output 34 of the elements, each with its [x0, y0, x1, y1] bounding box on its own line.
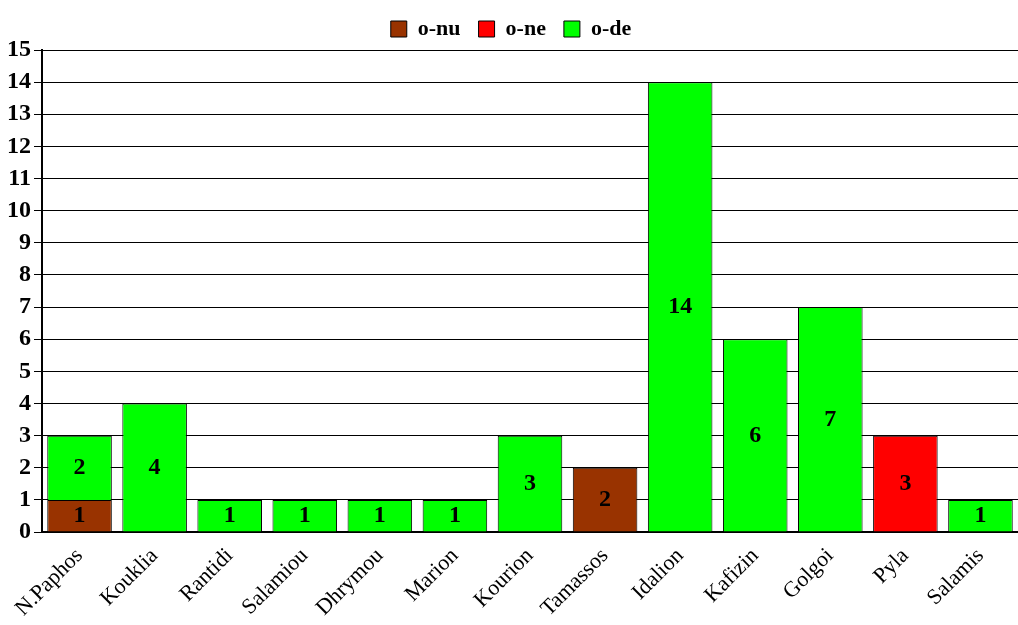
data-label: 1 — [974, 500, 987, 527]
data-label: 1 — [373, 500, 386, 527]
y-tick-label: 7 — [19, 292, 31, 319]
data-label: 14 — [668, 292, 693, 319]
y-tick-label: 13 — [7, 99, 31, 126]
data-label: 7 — [824, 404, 837, 431]
y-tick-label: 12 — [7, 131, 31, 158]
y-tick-label: 11 — [8, 163, 31, 190]
y-tick-label: 2 — [19, 452, 31, 479]
data-label: 1 — [298, 500, 311, 527]
y-tick-label: 14 — [7, 67, 31, 94]
y-tick-label: 8 — [19, 260, 31, 287]
y-tick-label: 3 — [19, 420, 31, 447]
y-tick-label: 1 — [19, 485, 31, 512]
data-label: 4 — [148, 452, 161, 479]
y-tick-label: 10 — [7, 195, 31, 222]
data-label: 3 — [524, 468, 536, 495]
data-label: 2 — [73, 452, 86, 479]
legend-label: o-ne — [505, 14, 547, 40]
y-tick-label: 0 — [19, 517, 31, 544]
x-tick-label: Pyla — [867, 542, 914, 588]
y-tick-label: 5 — [19, 356, 31, 383]
data-label: 1 — [73, 500, 86, 527]
data-label: 1 — [448, 500, 461, 527]
data-label: 1 — [223, 500, 236, 527]
data-label: 6 — [749, 420, 762, 447]
y-tick-label: 9 — [19, 228, 31, 255]
y-tick-label: 15 — [7, 35, 31, 62]
data-label: 2 — [599, 484, 612, 511]
legend-label: o-nu — [417, 14, 461, 40]
y-tick-label: 4 — [19, 388, 31, 415]
data-label: 3 — [899, 468, 912, 495]
y-tick-label: 6 — [19, 324, 31, 351]
legend-label: o-de — [590, 14, 632, 40]
